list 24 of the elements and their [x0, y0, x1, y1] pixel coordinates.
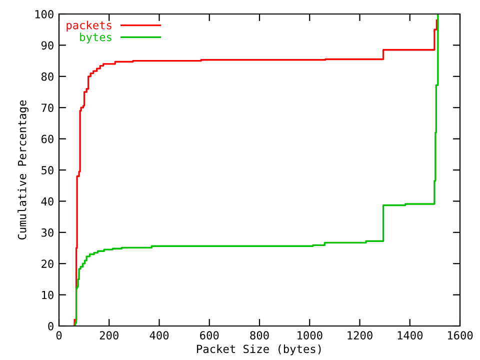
x-axis-title: Packet Size (bytes): [197, 344, 321, 356]
x-tick-label: 1200: [348, 331, 372, 340]
y-tick-label: 40: [41, 197, 54, 206]
y-tick-label: 30: [42, 228, 54, 237]
x-tick-label: 0: [56, 331, 62, 340]
y-tick-label: 60: [41, 134, 54, 144]
x-tick-label: 200: [100, 331, 118, 340]
x-tick-label: 1000: [298, 331, 322, 340]
y-axis-title: Cumulative Percentage: [18, 100, 29, 240]
x-tick-label: 400: [150, 331, 169, 340]
x-tick-label: 1400: [398, 331, 423, 340]
x-tick-label: 600: [200, 331, 219, 340]
y-tick-label: 90: [41, 41, 54, 50]
y-tick-label: 50: [42, 166, 54, 174]
y-tick-label: 20: [42, 260, 54, 268]
legend-label: packets: [66, 20, 112, 32]
legend-label: bytes: [80, 32, 112, 44]
y-tick-label: 10: [42, 290, 54, 300]
x-tick-label: 1600: [448, 331, 473, 340]
x-tick-label: 800: [250, 331, 269, 340]
y-tick-label: 100: [35, 10, 54, 18]
y-tick-label: 80: [41, 72, 54, 81]
y-tick-label: 0: [48, 322, 54, 330]
y-tick-label: 70: [42, 104, 54, 112]
